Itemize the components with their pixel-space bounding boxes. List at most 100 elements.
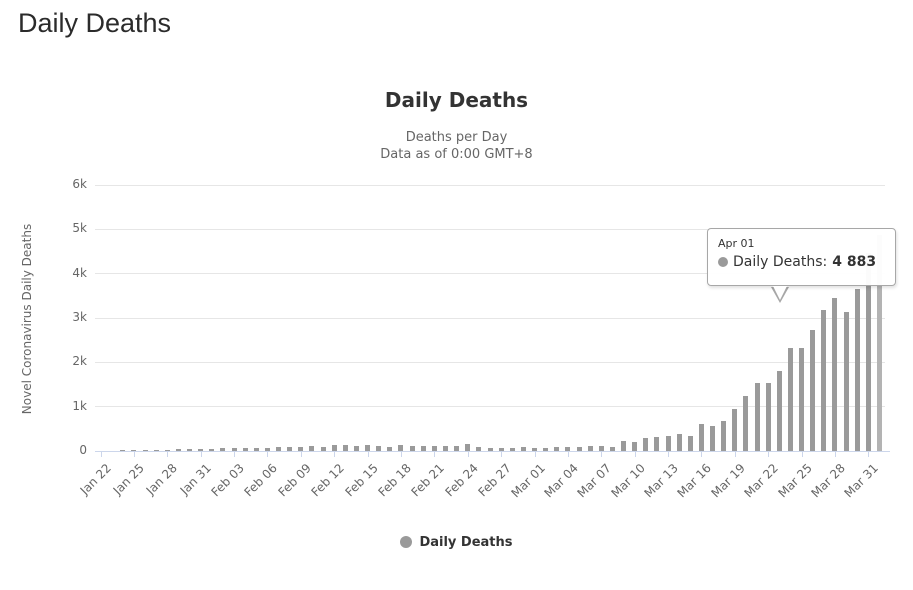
x-tick [534,452,536,457]
bar-mar-31[interactable] [865,253,871,451]
bar-mar-13[interactable] [665,436,671,451]
bar-jan-26[interactable] [142,450,148,451]
bar-jan-24[interactable] [120,450,126,451]
tooltip-arrow-fill-icon [772,286,787,300]
x-tick [367,452,369,457]
bar-jan-29[interactable] [175,449,181,451]
bar-mar-22[interactable] [765,383,771,451]
bar-feb-06[interactable] [264,448,270,451]
y-tick-label: 4k [72,265,87,280]
bar-mar-26[interactable] [810,330,816,451]
bar-feb-20[interactable] [420,446,426,451]
bar-mar-30[interactable] [854,289,860,451]
bar-jan-27[interactable] [153,450,159,451]
bar-feb-05[interactable] [253,448,259,451]
bar-mar-27[interactable] [821,310,827,451]
bar-mar-10[interactable] [632,442,638,451]
x-tick [267,452,269,457]
bar-feb-25[interactable] [476,447,482,451]
bar-mar-21[interactable] [754,383,760,451]
bar-feb-22[interactable] [442,446,448,451]
bar-feb-17[interactable] [387,447,393,451]
bar-mar-03[interactable] [554,447,560,451]
bar-feb-07[interactable] [276,447,282,451]
bar-feb-12[interactable] [331,445,337,451]
bar-feb-03[interactable] [231,448,237,451]
bar-jan-31[interactable] [198,449,204,451]
legend-label: Daily Deaths [419,534,513,550]
chart-subtitle: Deaths per Day [405,130,508,145]
bar-feb-26[interactable] [487,448,493,451]
bar-mar-18[interactable] [721,421,727,451]
bar-feb-08[interactable] [287,447,293,451]
gridline [95,228,885,230]
bar-feb-13[interactable] [342,445,348,451]
bar-mar-24[interactable] [787,348,793,451]
x-tick [834,452,836,457]
bar-feb-27[interactable] [498,448,504,451]
bar-mar-25[interactable] [799,348,805,451]
tooltip-value: 4 883 [832,254,877,270]
bar-feb-28[interactable] [509,448,515,451]
bar-mar-19[interactable] [732,409,738,451]
bar-jan-30[interactable] [187,449,193,451]
bar-mar-02[interactable] [543,448,549,451]
bar-mar-11[interactable] [643,438,649,451]
bar-mar-08[interactable] [609,447,615,451]
x-tick [567,452,569,457]
bar-jan-28[interactable] [164,450,170,451]
x-tick [400,452,402,457]
x-tick [501,452,503,457]
x-tick [300,452,302,457]
bar-feb-09[interactable] [298,447,304,451]
bar-apr-01[interactable] [876,235,882,451]
x-tick [801,452,803,457]
y-tick-label: 5k [72,221,87,236]
y-tick-label: 2k [72,354,87,369]
bar-feb-29[interactable] [520,447,526,451]
x-tick [100,452,102,457]
bar-feb-10[interactable] [309,446,315,451]
bar-mar-28[interactable] [832,298,838,451]
bar-feb-04[interactable] [242,448,248,451]
bar-feb-14[interactable] [353,446,359,451]
tooltip-series-marker-icon [718,257,728,267]
x-tick [167,452,169,457]
bar-mar-14[interactable] [676,434,682,451]
x-tick [734,452,736,457]
bar-mar-01[interactable] [532,448,537,451]
x-tick [668,452,670,457]
bar-mar-05[interactable] [576,447,582,451]
bar-mar-09[interactable] [621,441,627,451]
x-tick [768,452,770,457]
bar-jan-25[interactable] [131,450,137,451]
bar-feb-11[interactable] [320,447,326,451]
bar-feb-23[interactable] [454,446,460,451]
plot-area: 0 1k 2k 3k 4k 5k 6k Jan 22 Jan 25 Jan 28 Jan 31 Feb… [0,60,913,590]
bar-mar-07[interactable] [598,446,604,451]
bar-mar-15[interactable] [687,436,693,451]
x-tick [434,452,436,457]
bar-feb-15[interactable] [365,445,371,451]
bar-feb-01[interactable] [209,449,215,451]
bar-mar-29[interactable] [843,312,849,451]
bar-mar-20[interactable] [743,396,749,451]
bar-feb-18[interactable] [398,445,404,451]
x-tick [133,452,135,457]
x-tick [868,452,870,457]
bar-feb-19[interactable] [409,446,415,451]
bar-mar-16[interactable] [698,424,704,451]
y-tick-label: 6k [72,177,87,191]
bar-mar-17[interactable] [710,426,716,451]
bar-feb-02[interactable] [220,448,226,451]
bar-feb-16[interactable] [376,446,382,451]
bar-mar-12[interactable] [654,437,660,451]
bar-mar-06[interactable] [587,446,593,451]
bar-feb-24[interactable] [465,444,471,451]
bar-mar-04[interactable] [565,447,571,451]
legend-item-daily-deaths[interactable]: Daily Deaths [400,534,513,550]
gridline [95,361,885,363]
bar-mar-23[interactable] [776,371,782,451]
bar-feb-21[interactable] [431,446,437,451]
